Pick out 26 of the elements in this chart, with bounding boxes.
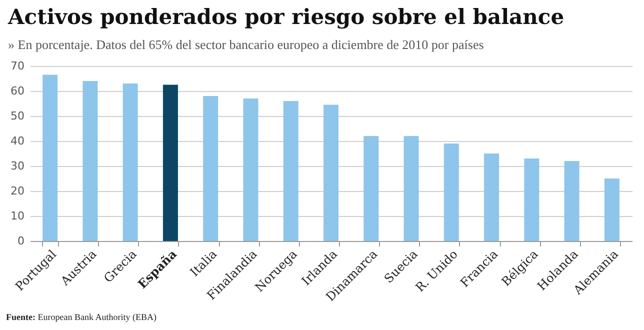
bar (484, 154, 500, 241)
bar (122, 84, 138, 241)
bar (82, 81, 98, 241)
y-tick-label: 40 (10, 134, 24, 148)
y-tick-label: 70 (10, 60, 24, 72)
y-tick-label: 20 (10, 184, 24, 198)
bar (42, 74, 58, 241)
y-tick-label: 30 (10, 160, 24, 172)
y-tick-label: 0 (18, 234, 24, 248)
source-note: Fuente: European Bank Authority (EBA) (6, 312, 156, 322)
bar (604, 178, 620, 241)
bar (524, 158, 540, 241)
bar (444, 144, 459, 241)
bar (283, 101, 298, 241)
y-tick-label: 60 (10, 84, 24, 98)
bar (364, 136, 379, 241)
bar (203, 96, 218, 241)
chart-title: Activos ponderados por riesgo sobre el balance (8, 4, 564, 29)
y-tick-label: 10 (10, 210, 24, 222)
chart-subtitle: » En porcentaje. Datos del 65% del sector bancario europeo a diciembre de 2010 por países (8, 37, 484, 53)
y-tick-label: 50 (10, 110, 24, 122)
bar (324, 104, 338, 241)
bar (243, 98, 258, 241)
bar (564, 161, 580, 241)
bar (162, 84, 178, 241)
bar (404, 136, 419, 241)
